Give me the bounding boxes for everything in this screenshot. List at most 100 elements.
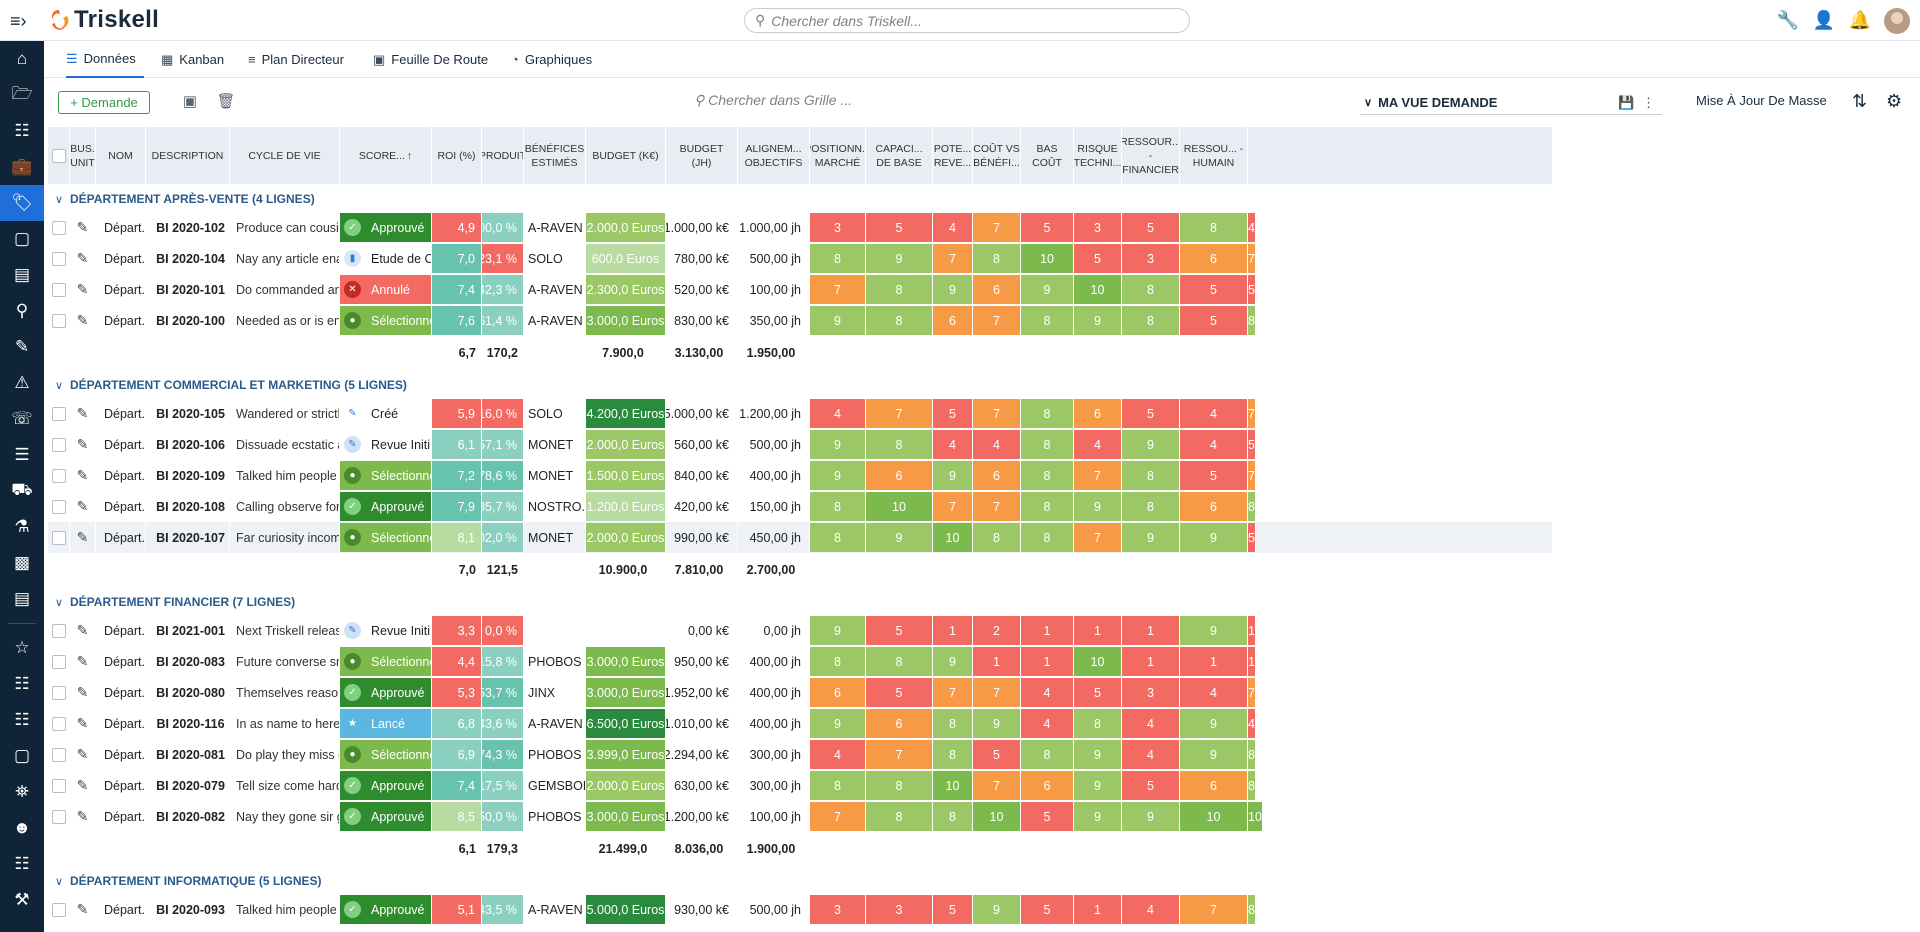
warning-icon[interactable]: ⚠ bbox=[14, 373, 30, 392]
nom-cell[interactable]: BI 2020-101 bbox=[146, 275, 230, 304]
row-select-cell[interactable] bbox=[48, 399, 70, 428]
column-header[interactable]: CAPACI... DE BASE bbox=[866, 127, 933, 184]
trash-icon[interactable]: 🗑 bbox=[216, 93, 236, 110]
gear-icon[interactable]: ⚙ bbox=[1886, 91, 1903, 111]
chevron-down-icon[interactable]: ∨ bbox=[54, 596, 64, 609]
edit-icon[interactable]: ✎ bbox=[76, 684, 89, 700]
column-header[interactable]: BÉNÉFICES ESTIMÉS bbox=[524, 127, 586, 184]
location-icon[interactable]: ⚲ bbox=[15, 301, 29, 320]
tab-graphiques[interactable]: ◔ Graphiques bbox=[511, 41, 601, 78]
row-select-cell[interactable] bbox=[48, 616, 70, 645]
row-select-cell[interactable] bbox=[48, 213, 70, 242]
group-header[interactable]: ∨ DÉPARTEMENT APRÈS-VENTE (4 LIGNES) bbox=[48, 186, 1552, 212]
column-header[interactable]: SCORE... ↑ bbox=[340, 127, 432, 184]
edit-icon[interactable]: ✎ bbox=[76, 405, 89, 421]
row-select-cell[interactable] bbox=[48, 461, 70, 490]
scroll-icon[interactable]: ▩ bbox=[13, 553, 31, 572]
column-header[interactable]: CYCLE DE VIE bbox=[230, 127, 340, 184]
row-edit-cell[interactable]: ✎ bbox=[70, 895, 96, 924]
nom-cell[interactable]: BI 2020-080 bbox=[146, 678, 230, 707]
home-icon[interactable]: ⌂ bbox=[16, 49, 28, 68]
row-checkbox[interactable] bbox=[51, 499, 66, 514]
sort-asc-icon[interactable]: ↑ bbox=[406, 149, 413, 162]
app-logo[interactable]: Triskell bbox=[46, 5, 159, 35]
briefcase-icon[interactable]: 💼 bbox=[11, 157, 33, 176]
row-checkbox[interactable] bbox=[51, 623, 66, 638]
nom-cell[interactable]: BI 2020-093 bbox=[146, 895, 230, 924]
network-icon[interactable]: ☷ bbox=[14, 710, 30, 729]
row-edit-cell[interactable]: ✎ bbox=[70, 430, 96, 459]
nom-cell[interactable]: BI 2020-107 bbox=[146, 523, 230, 552]
edit-icon[interactable]: ✎ bbox=[76, 777, 89, 793]
nom-cell[interactable]: BI 2020-104 bbox=[146, 244, 230, 273]
edit-icon[interactable]: ✎ bbox=[76, 498, 89, 514]
row-checkbox[interactable] bbox=[51, 530, 66, 545]
row-edit-cell[interactable]: ✎ bbox=[70, 678, 96, 707]
more-vertical-icon[interactable]: ⋮ bbox=[1642, 94, 1655, 110]
row-density-icon[interactable]: ⇅ bbox=[1852, 91, 1868, 111]
edit-icon[interactable]: ✎ bbox=[76, 715, 89, 731]
row-select-cell[interactable] bbox=[48, 306, 70, 335]
column-header[interactable]: COÛT VS BÉNÉFI... bbox=[973, 127, 1021, 184]
chevron-down-icon[interactable]: ∨ bbox=[54, 379, 64, 392]
tag-icon[interactable]: 🏷 bbox=[0, 185, 44, 221]
row-select-cell[interactable] bbox=[48, 244, 70, 273]
row-edit-cell[interactable]: ✎ bbox=[70, 647, 96, 676]
chevron-down-icon[interactable]: ∨ bbox=[54, 193, 64, 206]
support-icon[interactable]: ☏ bbox=[11, 409, 33, 428]
column-header[interactable]: POTE... REVE... bbox=[933, 127, 973, 184]
tab-feuille-de-route[interactable]: ▣ Feuille De Route bbox=[373, 41, 497, 78]
column-header[interactable]: ALIGNEM... OBJECTIFS bbox=[738, 127, 810, 184]
chevron-down-icon[interactable]: ∨ bbox=[54, 875, 64, 888]
nom-cell[interactable]: BI 2020-116 bbox=[146, 709, 230, 738]
column-header[interactable]: RESSOU... - HUMAIN bbox=[1180, 127, 1248, 184]
row-edit-cell[interactable]: ✎ bbox=[70, 616, 96, 645]
row-checkbox[interactable] bbox=[51, 778, 66, 793]
cube-icon[interactable]: ▢ bbox=[13, 229, 31, 248]
edit-icon[interactable]: ✎ bbox=[76, 808, 89, 824]
add-demande-button[interactable]: + Demande bbox=[58, 91, 150, 114]
document-icon[interactable]: ▤ bbox=[13, 265, 31, 284]
export-icon[interactable]: ▣ bbox=[182, 93, 198, 110]
row-edit-cell[interactable]: ✎ bbox=[70, 709, 96, 738]
edit-icon[interactable]: ✎ bbox=[76, 467, 89, 483]
row-select-cell[interactable] bbox=[48, 802, 70, 831]
edit-icon[interactable]: ✎ bbox=[76, 529, 89, 545]
server-icon[interactable]: ☰ bbox=[14, 445, 30, 464]
users-icon[interactable]: ☻ bbox=[13, 818, 31, 837]
select-all-checkbox[interactable] bbox=[51, 148, 66, 163]
edit-icon[interactable]: ✎ bbox=[76, 436, 89, 452]
edit-icon[interactable]: ✎ bbox=[76, 312, 89, 328]
edit-icon[interactable]: ✎ bbox=[76, 622, 89, 638]
tab-kanban[interactable]: ▦ Kanban bbox=[161, 41, 233, 78]
box-icon[interactable]: ▢ bbox=[13, 746, 31, 765]
truck-icon[interactable]: ⛟ bbox=[11, 480, 33, 499]
row-edit-cell[interactable]: ✎ bbox=[70, 275, 96, 304]
row-edit-cell[interactable]: ✎ bbox=[70, 802, 96, 831]
edit-doc-icon[interactable]: ✎ bbox=[14, 337, 30, 356]
column-header[interactable]: ROI (%) bbox=[432, 127, 482, 184]
star-icon[interactable]: ☆ bbox=[14, 638, 30, 657]
row-checkbox[interactable] bbox=[51, 437, 66, 452]
nom-cell[interactable]: BI 2020-081 bbox=[146, 740, 230, 769]
tab-plan-directeur[interactable]: ≡ Plan Directeur bbox=[248, 41, 358, 78]
nom-cell[interactable]: BI 2020-108 bbox=[146, 492, 230, 521]
mass-update-button[interactable]: Mise À Jour De Masse bbox=[1696, 93, 1827, 108]
save-icon[interactable]: 💾 bbox=[1618, 94, 1635, 110]
global-search-input[interactable]: ⚲ Chercher dans Triskell... bbox=[744, 8, 1190, 33]
nom-cell[interactable]: BI 2020-102 bbox=[146, 213, 230, 242]
edit-icon[interactable]: ✎ bbox=[76, 219, 89, 235]
row-checkbox[interactable] bbox=[51, 685, 66, 700]
row-checkbox[interactable] bbox=[51, 220, 66, 235]
column-header[interactable] bbox=[48, 127, 70, 184]
tools-icon[interactable]: ⚒ bbox=[14, 890, 30, 909]
nom-cell[interactable]: BI 2020-079 bbox=[146, 771, 230, 800]
row-checkbox[interactable] bbox=[51, 468, 66, 483]
